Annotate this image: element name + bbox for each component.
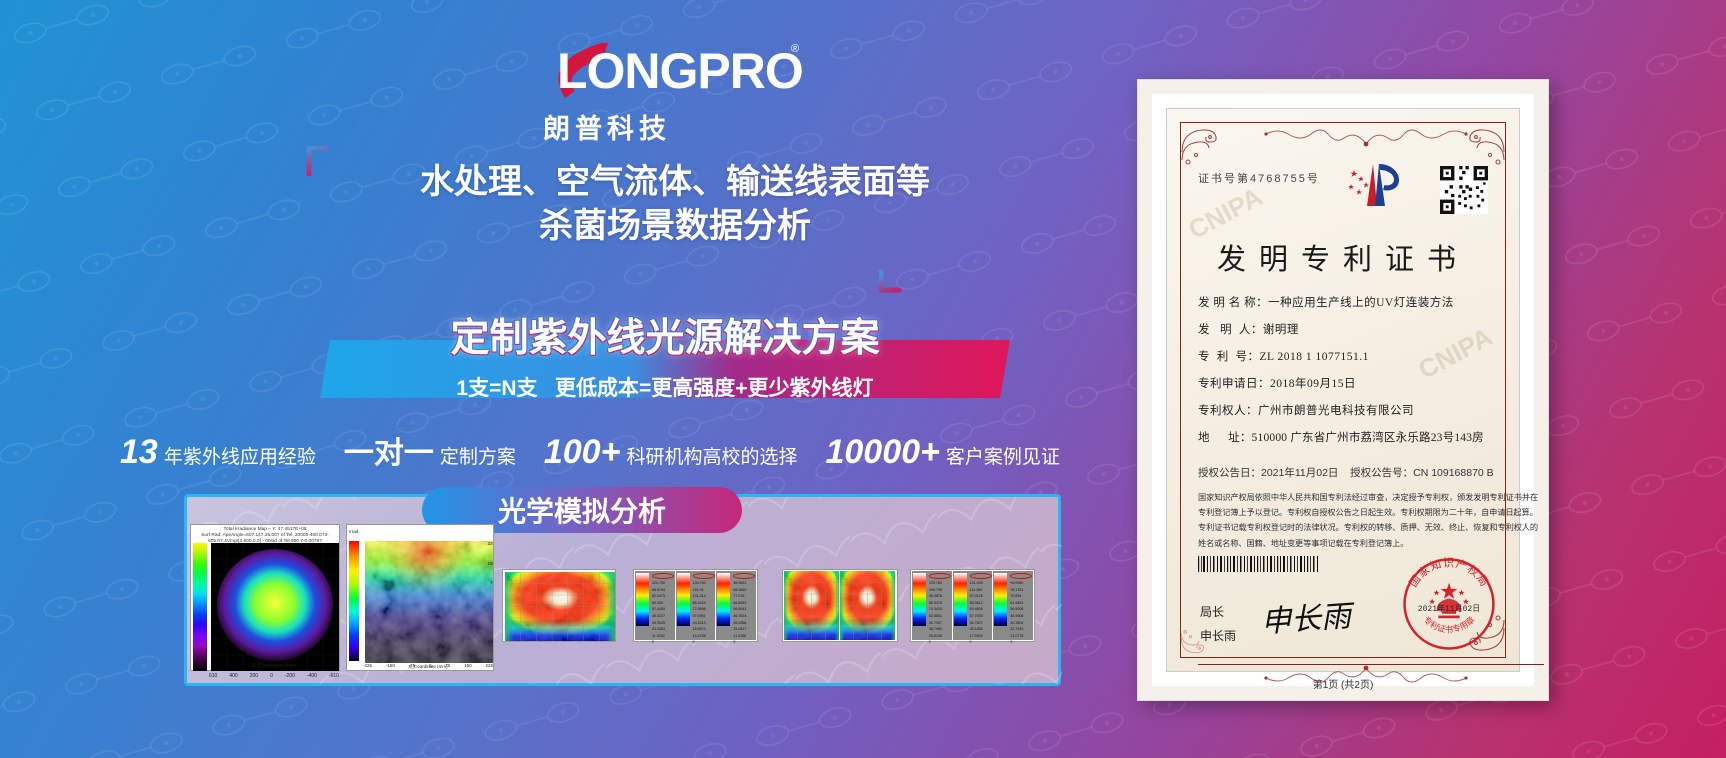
svg-text:®: ® — [791, 43, 799, 55]
svg-text:LONGPRO: LONGPRO — [557, 43, 803, 99]
